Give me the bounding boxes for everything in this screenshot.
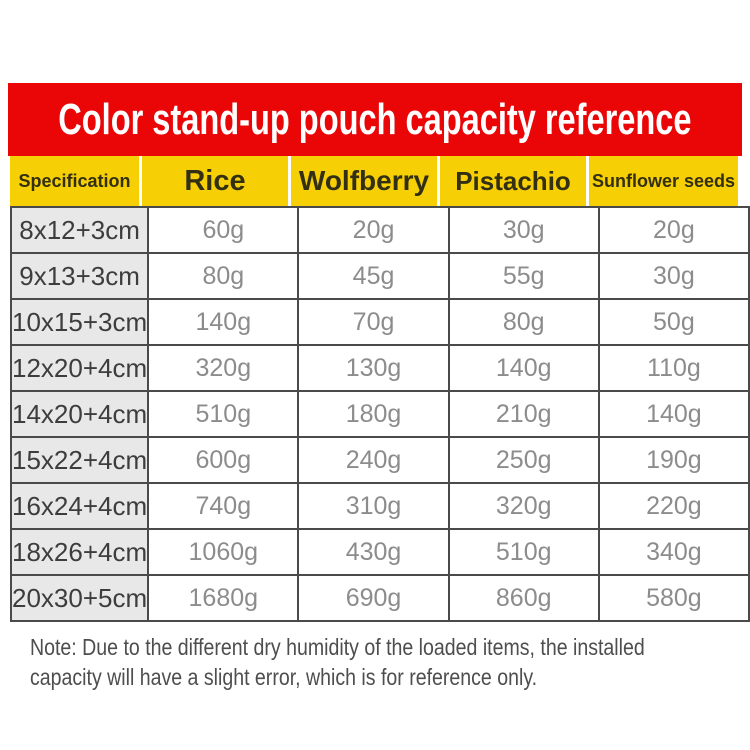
capacity-cell: 30g: [597, 252, 750, 300]
capacity-table: 8x12+3cm 60g 20g 30g 20g 9x13+3cm 80g 45g 55g 30g…: [9, 206, 750, 622]
spec-cell: 10x15+3cm: [9, 298, 150, 346]
page-title: Color stand-up pouch capacity reference: [58, 94, 692, 144]
capacity-cell: 1680g: [147, 574, 300, 622]
spec-cell: 12x20+4cm: [9, 344, 150, 392]
capacity-cell: 430g: [297, 528, 450, 576]
table-row: 12x20+4cm 320g 130g 140g 110g: [9, 344, 750, 392]
capacity-cell: 190g: [597, 436, 750, 484]
capacity-cell: 30g: [447, 206, 600, 254]
capacity-cell: 210g: [447, 390, 600, 438]
table-row: 8x12+3cm 60g 20g 30g 20g: [9, 206, 750, 254]
capacity-cell: 55g: [447, 252, 600, 300]
capacity-cell: 80g: [447, 298, 600, 346]
capacity-cell: 510g: [447, 528, 600, 576]
capacity-cell: 140g: [447, 344, 600, 392]
capacity-cell: 860g: [447, 574, 600, 622]
capacity-cell: 60g: [147, 206, 300, 254]
capacity-cell: 310g: [297, 482, 450, 530]
capacity-cell: 45g: [297, 252, 450, 300]
capacity-cell: 50g: [597, 298, 750, 346]
capacity-cell: 320g: [447, 482, 600, 530]
capacity-cell: 80g: [147, 252, 300, 300]
column-header-wolfberry: Wolfberry: [291, 156, 440, 206]
spec-cell: 16x24+4cm: [9, 482, 150, 530]
capacity-cell: 130g: [297, 344, 450, 392]
note-line-2: capacity will have a slight error, which…: [30, 664, 538, 690]
table-row: 15x22+4cm 600g 240g 250g 190g: [9, 436, 750, 484]
capacity-cell: 320g: [147, 344, 300, 392]
capacity-cell: 600g: [147, 436, 300, 484]
capacity-cell: 140g: [147, 298, 300, 346]
spec-cell: 15x22+4cm: [9, 436, 150, 484]
capacity-cell: 20g: [597, 206, 750, 254]
capacity-cell: 240g: [297, 436, 450, 484]
capacity-cell: 70g: [297, 298, 450, 346]
capacity-cell: 110g: [597, 344, 750, 392]
capacity-cell: 580g: [597, 574, 750, 622]
spec-cell: 18x26+4cm: [9, 528, 150, 576]
capacity-cell: 180g: [297, 390, 450, 438]
capacity-cell: 340g: [597, 528, 750, 576]
table-row: 20x30+5cm 1680g 690g 860g 580g: [9, 574, 750, 622]
table-row: 10x15+3cm 140g 70g 80g 50g: [9, 298, 750, 346]
spec-cell: 8x12+3cm: [9, 206, 150, 254]
capacity-cell: 250g: [447, 436, 600, 484]
title-banner: Color stand-up pouch capacity reference: [8, 83, 742, 156]
capacity-cell: 20g: [297, 206, 450, 254]
table-row: 18x26+4cm 1060g 430g 510g 340g: [9, 528, 750, 576]
spec-cell: 9x13+3cm: [9, 252, 150, 300]
table-row: 16x24+4cm 740g 310g 320g 220g: [9, 482, 750, 530]
note-text: Note: Due to the different dry humidity …: [30, 632, 750, 692]
capacity-cell: 140g: [597, 390, 750, 438]
column-header-rice: Rice: [142, 156, 291, 206]
table-body: 8x12+3cm 60g 20g 30g 20g 9x13+3cm 80g 45g 55g 30g…: [9, 206, 750, 622]
capacity-cell: 220g: [597, 482, 750, 530]
capacity-cell: 510g: [147, 390, 300, 438]
table-row: 9x13+3cm 80g 45g 55g 30g: [9, 252, 750, 300]
column-header-specification: Specification: [10, 156, 142, 206]
capacity-cell: 690g: [297, 574, 450, 622]
capacity-cell: 740g: [147, 482, 300, 530]
spec-cell: 14x20+4cm: [9, 390, 150, 438]
capacity-cell: 1060g: [147, 528, 300, 576]
column-header-pistachio: Pistachio: [440, 156, 589, 206]
spec-cell: 20x30+5cm: [9, 574, 150, 622]
note-line-1: Note: Due to the different dry humidity …: [30, 634, 645, 660]
column-header-sunflower-seeds: Sunflower seeds: [589, 156, 738, 206]
table-header-row: Specification Rice Wolfberry Pistachio S…: [10, 156, 738, 206]
table-row: 14x20+4cm 510g 180g 210g 140g: [9, 390, 750, 438]
